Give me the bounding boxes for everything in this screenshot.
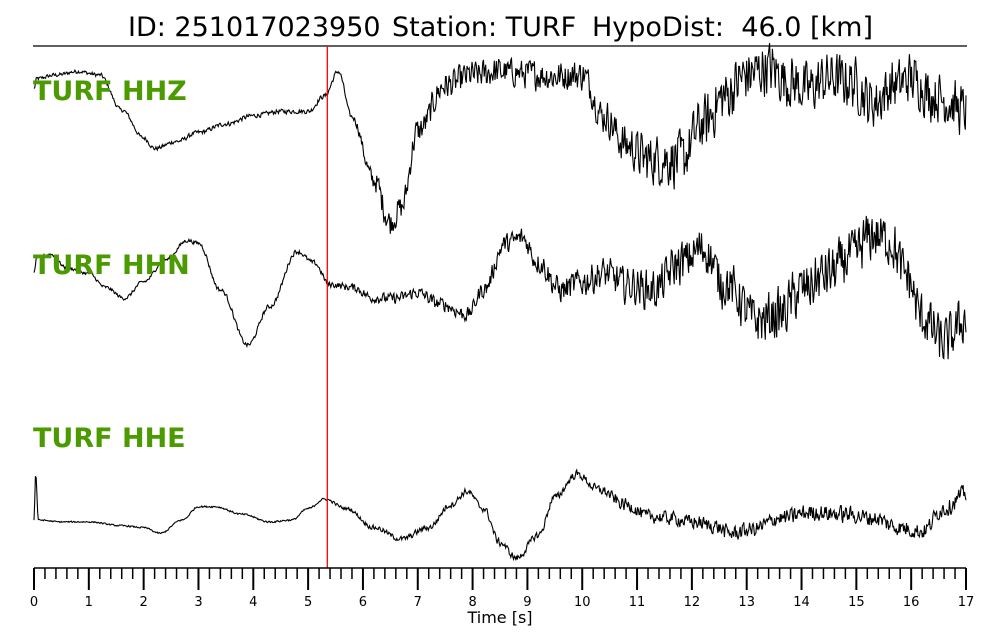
title-station: Station: TURF: [392, 12, 576, 43]
x-tick-label: 10: [574, 595, 591, 610]
title-id: ID: 251017023950: [128, 12, 381, 43]
x-tick-label: 9: [523, 595, 531, 610]
trace-turf-hhz: [33, 43, 967, 234]
figure-title: ID: 251017023950 Station: TURF HypoDist:…: [128, 12, 873, 43]
x-tick-label: 1: [85, 595, 93, 610]
x-tick-label: 6: [359, 595, 367, 610]
trace-turf-hhe: [33, 468, 967, 562]
x-tick-label: 16: [903, 595, 920, 610]
x-tick-label: 2: [140, 595, 148, 610]
channel-label-turf-hhz: TURF HHZ: [33, 76, 187, 107]
x-tick-label: 7: [414, 595, 422, 610]
x-tick-label: 11: [629, 595, 646, 610]
time-axis: 0 1 2 3 4 5 6 7 8 9 10 11 12 13 14 15 16 17: [30, 567, 975, 610]
title-hypodist-label: HypoDist:: [592, 12, 724, 43]
trace-group: [33, 43, 967, 562]
x-tick-label: 13: [738, 595, 755, 610]
x-tick-label: 15: [848, 595, 865, 610]
x-axis-label: Time [s]: [466, 608, 532, 627]
x-tick-label: 8: [468, 595, 476, 610]
trace-turf-hhn: [33, 215, 967, 360]
x-tick-label: 17: [958, 595, 975, 610]
x-tick-label: 12: [684, 595, 701, 610]
x-tick-label: 14: [793, 595, 810, 610]
channel-label-turf-hhn: TURF HHN: [33, 250, 190, 281]
channel-labels: TURF HHZ TURF HHN TURF HHE: [33, 76, 190, 454]
title-hypodist-value: 46.0 [km]: [741, 12, 873, 43]
channel-label-turf-hhe: TURF HHE: [33, 423, 186, 454]
x-tick-label: 0: [30, 595, 38, 610]
x-tick-label: 4: [249, 595, 257, 610]
x-tick-label: 3: [194, 595, 202, 610]
x-tick-label: 5: [304, 595, 312, 610]
